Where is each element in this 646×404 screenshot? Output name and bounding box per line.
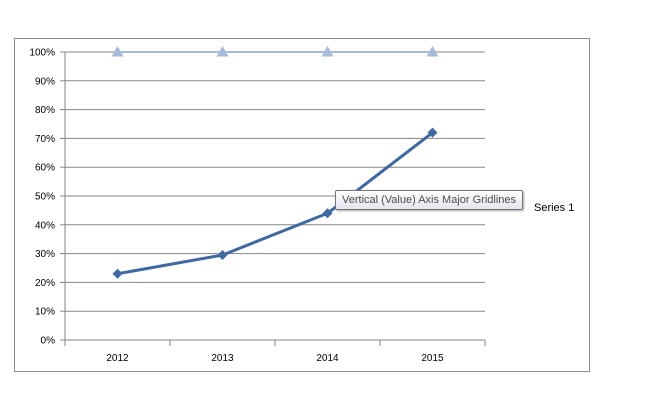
y-tick-label: 90% xyxy=(35,76,55,87)
data-point-marker[interactable] xyxy=(322,208,333,219)
y-tick-label: 30% xyxy=(35,249,55,260)
legend-entry[interactable]: Series 1 xyxy=(534,202,574,214)
y-tick-label: 60% xyxy=(35,163,55,174)
y-tick-label: 10% xyxy=(35,307,55,318)
data-point-marker[interactable] xyxy=(427,127,438,138)
series-line[interactable] xyxy=(117,131,434,276)
data-point-marker[interactable] xyxy=(216,46,229,57)
data-point-marker[interactable] xyxy=(111,46,124,57)
y-tick-label: 0% xyxy=(41,336,56,347)
y-tick-label: 80% xyxy=(35,105,55,116)
x-tick-label: 2012 xyxy=(106,353,129,364)
gridlines-tooltip: Vertical (Value) Axis Major Gridlines xyxy=(335,190,524,210)
y-tick-label: 100% xyxy=(29,48,55,59)
data-point-marker[interactable] xyxy=(426,46,439,57)
y-tick-label: 20% xyxy=(35,278,55,289)
data-point-marker[interactable] xyxy=(217,250,228,261)
data-point-marker[interactable] xyxy=(112,268,123,279)
x-tick-label: 2015 xyxy=(421,353,444,364)
y-tick-label: 50% xyxy=(35,192,55,203)
data-point-marker[interactable] xyxy=(321,46,334,57)
x-tick-label: 2013 xyxy=(211,353,234,364)
y-tick-label: 40% xyxy=(35,220,55,231)
x-tick-label: 2014 xyxy=(316,353,339,364)
y-tick-label: 70% xyxy=(35,134,55,145)
